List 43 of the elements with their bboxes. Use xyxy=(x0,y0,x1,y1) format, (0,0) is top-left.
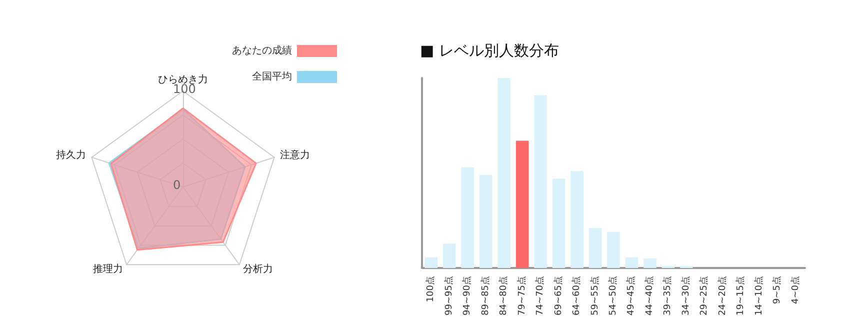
y-tick-label: 0 xyxy=(173,178,181,192)
x-tick-label: 99~95点 xyxy=(443,276,454,316)
x-tick-label: 14~10点 xyxy=(753,276,764,316)
bar xyxy=(588,228,602,268)
bar xyxy=(552,178,566,268)
x-tick-label: 29~25点 xyxy=(698,276,710,316)
x-tick-label: 74~70点 xyxy=(534,276,546,316)
x-tick-label: 24~20点 xyxy=(716,276,728,316)
legend-label: 全国平均 xyxy=(252,70,292,82)
x-tick-label: 9~5点 xyxy=(772,276,783,304)
bar xyxy=(607,232,620,268)
x-tick-label: 54~50点 xyxy=(608,276,618,316)
x-tick-label: 64~60点 xyxy=(571,276,582,316)
bar xyxy=(625,257,638,268)
x-tick-label: 49~45点 xyxy=(626,276,637,316)
bar xyxy=(479,174,492,268)
x-tick-label: 59~55点 xyxy=(589,276,600,316)
bar xyxy=(461,167,474,268)
x-tick-label: 4~0点 xyxy=(790,276,801,304)
bar xyxy=(516,140,529,268)
x-tick-label: 19~15点 xyxy=(735,276,746,316)
x-tick-label: 79~75点 xyxy=(516,276,528,316)
bar xyxy=(644,258,656,268)
x-tick-label: 89~85点 xyxy=(480,276,491,316)
x-tick-label: 84~80点 xyxy=(498,276,510,316)
bar xyxy=(498,78,510,268)
bar xyxy=(570,171,584,268)
x-tick-label: 94~90点 xyxy=(462,276,473,316)
bar xyxy=(442,244,456,268)
x-tick-label: 100点 xyxy=(425,276,436,302)
spoke-label: 推理力 xyxy=(93,263,124,276)
spoke-label: 持久力 xyxy=(56,148,86,161)
x-tick-label: 39~35点 xyxy=(662,276,674,316)
spoke-label: 注意力 xyxy=(280,148,310,161)
spoke-label: ひらめき力 xyxy=(158,74,208,86)
x-tick-label: 69~65点 xyxy=(552,276,564,316)
chart-title: ■ レベル別人数分布 xyxy=(420,42,559,60)
x-tick-label: 44~40点 xyxy=(644,276,655,316)
bar xyxy=(534,95,547,268)
bar xyxy=(424,257,438,268)
spoke-label: 分析力 xyxy=(242,263,273,276)
legend-label: あなたの成績 xyxy=(232,44,292,56)
x-tick-label: 34~30点 xyxy=(680,276,692,316)
